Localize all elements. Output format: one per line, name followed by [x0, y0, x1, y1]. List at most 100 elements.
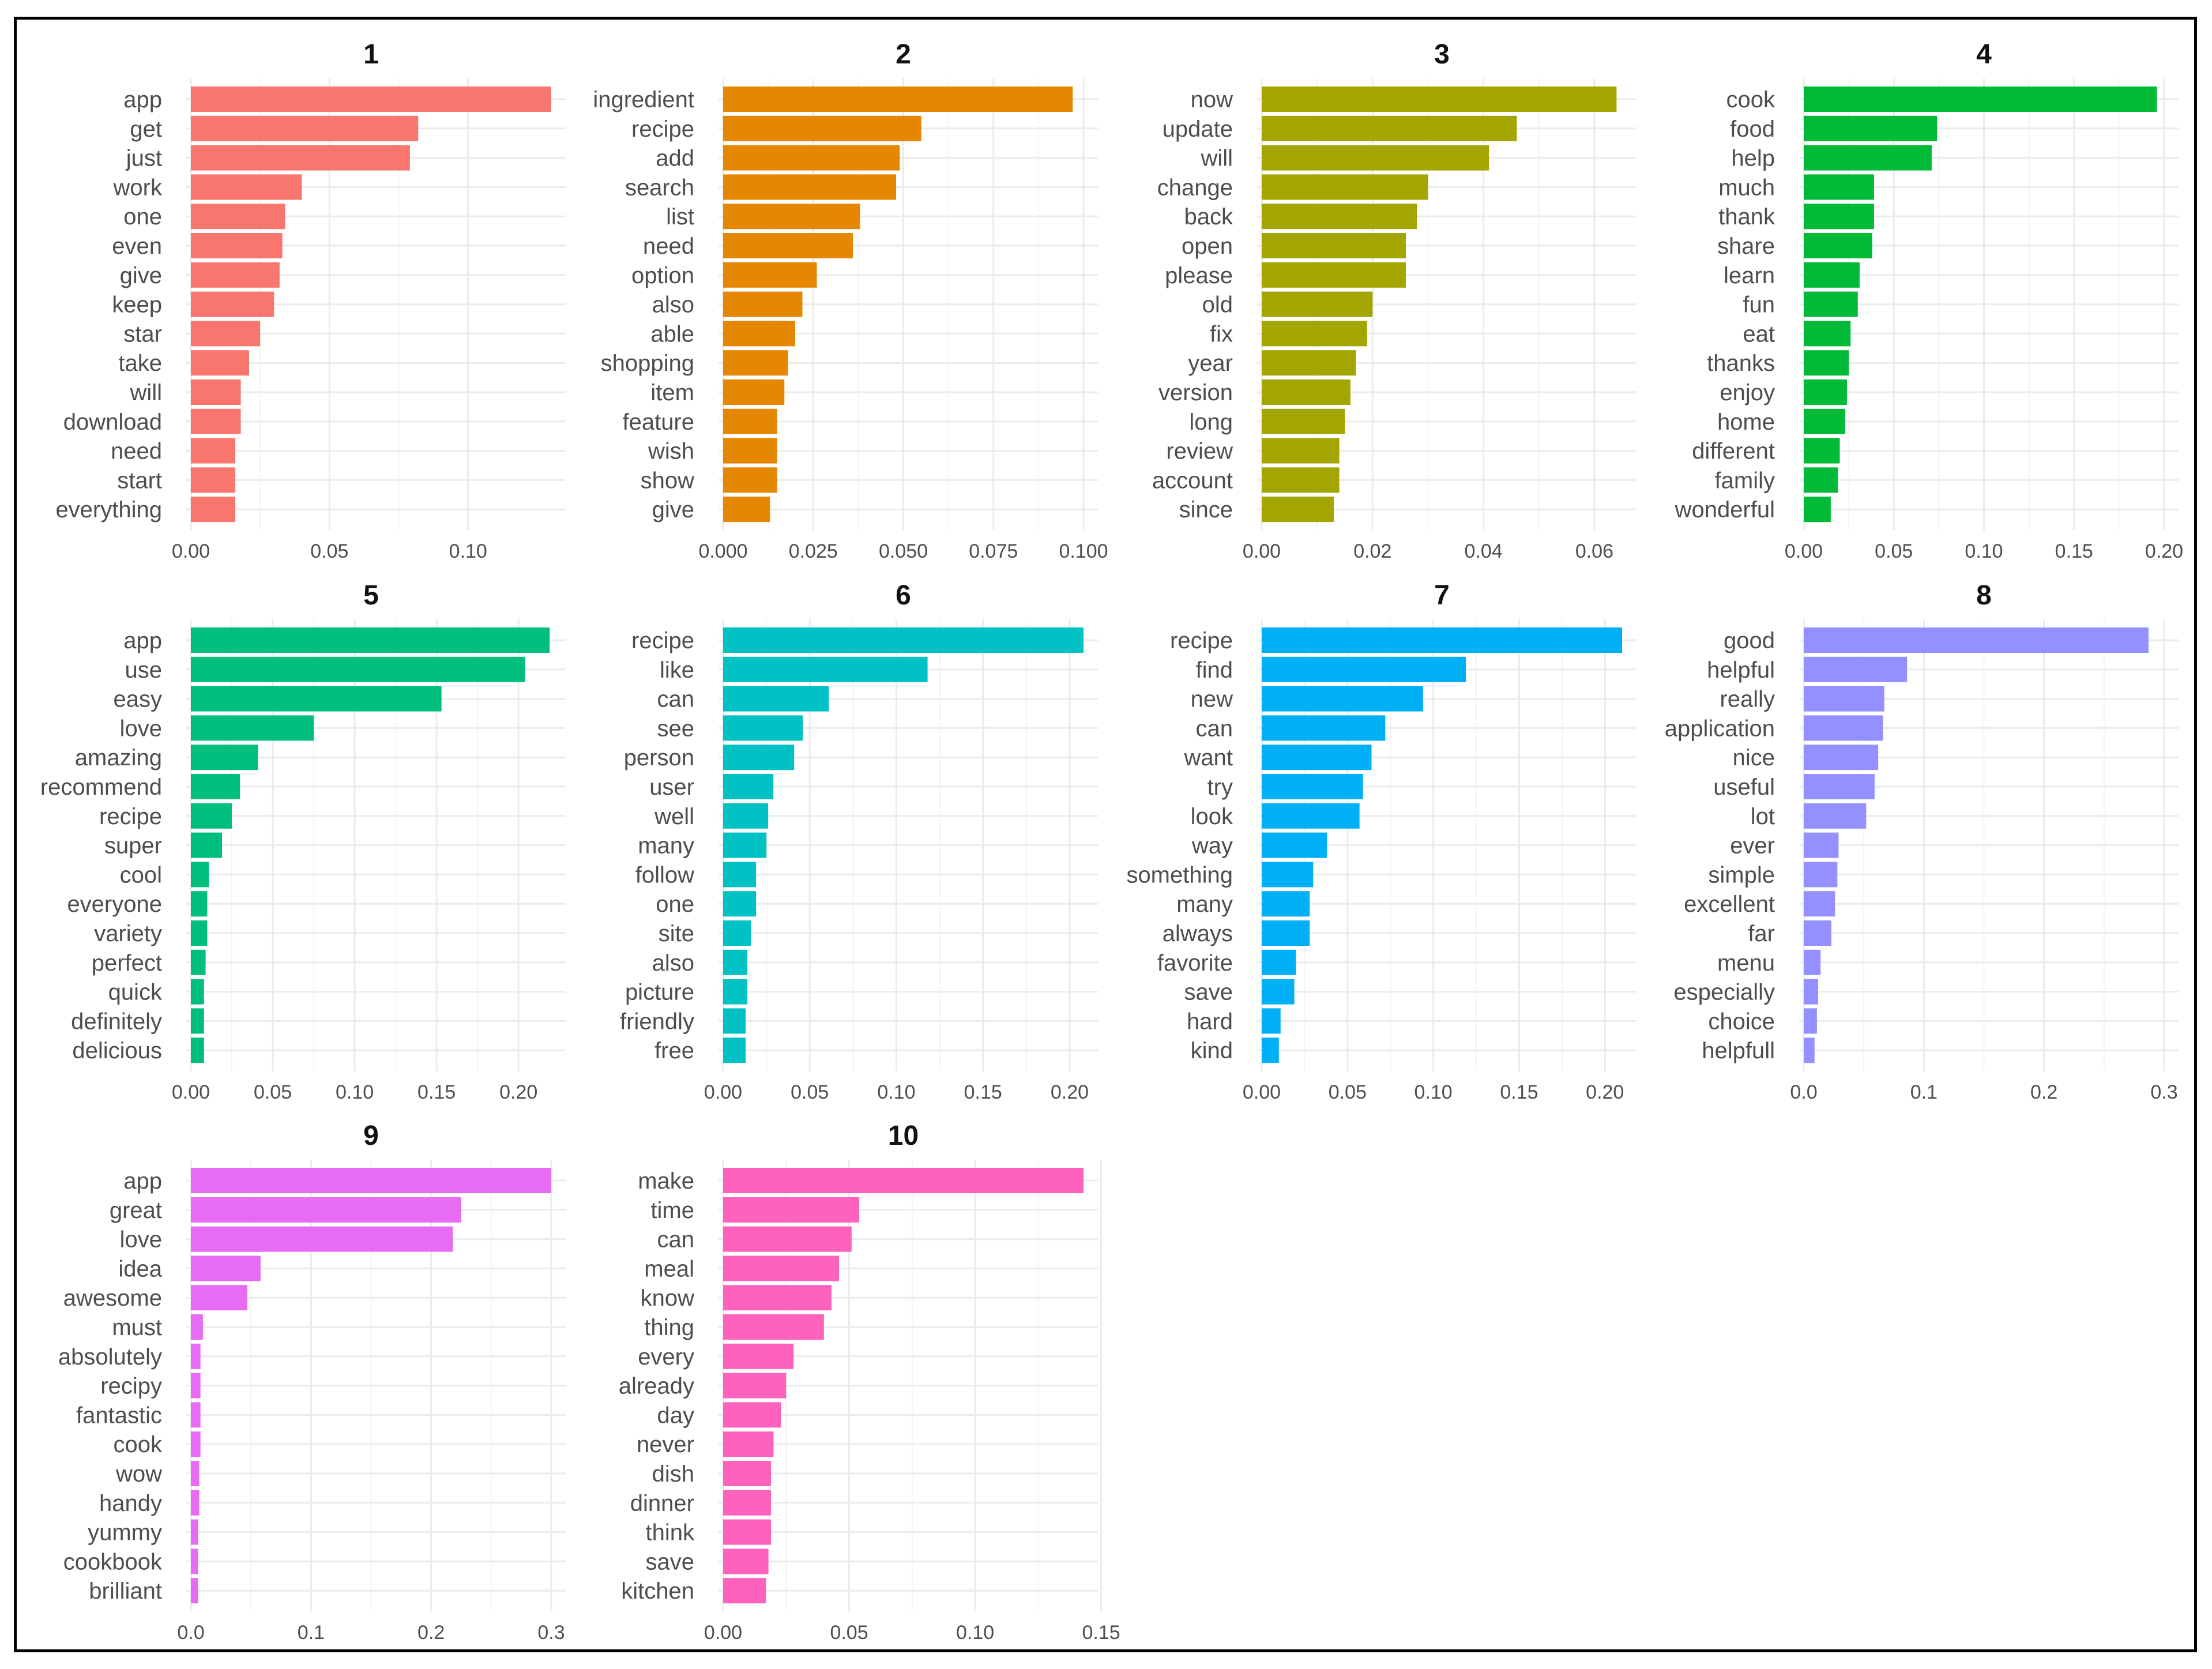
- term-label: absolutely: [58, 1344, 162, 1370]
- bar-recipe: [191, 803, 232, 829]
- term-label: need: [643, 234, 694, 259]
- term-label: like: [660, 657, 694, 683]
- x-tick-label: 0.05: [254, 1081, 292, 1103]
- bar-every: [723, 1343, 794, 1369]
- panel-title: 4: [1976, 39, 1992, 70]
- x-tick-label: 0.075: [969, 540, 1018, 562]
- bar-fantastic: [191, 1402, 201, 1428]
- term-label: many: [1176, 892, 1233, 917]
- term-label: simple: [1708, 862, 1775, 888]
- term-label: download: [63, 409, 162, 435]
- facet-panel-1: 1 app get just work one even give keep star take wi…: [55, 39, 566, 562]
- term-label: able: [650, 321, 694, 347]
- x-tick-label: 0.05: [1875, 540, 1913, 562]
- x-tick-label: 0.1: [1910, 1081, 1938, 1103]
- term-label: kitchen: [621, 1578, 694, 1604]
- x-tick-label: 0.15: [417, 1081, 456, 1103]
- bar-search: [723, 174, 896, 200]
- term-label: recipe: [99, 804, 162, 829]
- term-label: well: [654, 804, 694, 829]
- term-label: item: [650, 380, 694, 405]
- term-label: need: [111, 439, 162, 464]
- term-label: many: [638, 833, 694, 859]
- bar-free: [723, 1038, 746, 1063]
- term-label: must: [112, 1315, 162, 1340]
- bar-absolutely: [191, 1343, 201, 1369]
- term-label: also: [652, 950, 694, 976]
- term-label: recipe: [1170, 628, 1233, 653]
- term-label: save: [646, 1549, 695, 1574]
- x-tick-label: 0.15: [1082, 1622, 1120, 1644]
- bar-excellent: [1804, 891, 1835, 917]
- bar-look: [1262, 803, 1360, 829]
- x-tick-label: 0.10: [449, 540, 487, 562]
- term-label: long: [1189, 409, 1233, 435]
- bar-keep: [191, 291, 274, 317]
- term-label: yummy: [88, 1520, 162, 1546]
- bar-change: [1262, 174, 1428, 200]
- bar-eat: [1804, 321, 1851, 347]
- term-label: recipe: [631, 116, 694, 142]
- bar-thing: [723, 1314, 824, 1340]
- x-tick-label: 0.05: [1329, 1081, 1367, 1103]
- term-label: fantastic: [76, 1403, 162, 1428]
- panel-title: 5: [363, 580, 379, 611]
- facet-panel-6: 6 recipe like can see person user well many follo…: [620, 580, 1098, 1103]
- bar-dish: [723, 1461, 772, 1486]
- bar-super: [191, 832, 222, 858]
- term-label: kind: [1191, 1038, 1233, 1063]
- bar-recipe: [723, 627, 1084, 653]
- term-label: version: [1158, 380, 1233, 405]
- term-label: user: [649, 775, 694, 800]
- term-label: especially: [1673, 980, 1775, 1005]
- term-label: family: [1715, 468, 1775, 493]
- bar-cook: [1804, 87, 2157, 112]
- term-label: give: [652, 497, 694, 522]
- term-label: day: [657, 1403, 695, 1428]
- term-label: one: [656, 892, 694, 917]
- bar-different: [1804, 438, 1840, 464]
- bar-menu: [1804, 949, 1821, 975]
- bar-cook: [191, 1431, 201, 1457]
- x-tick-label: 0.20: [1586, 1081, 1624, 1103]
- bar-handy: [191, 1490, 200, 1516]
- term-label: can: [657, 1227, 695, 1253]
- term-label: look: [1191, 804, 1233, 829]
- bar-save: [1262, 979, 1295, 1005]
- x-tick-label: 0.05: [830, 1622, 868, 1644]
- x-tick-label: 0.000: [698, 540, 747, 562]
- bar-will: [191, 379, 241, 405]
- term-label: fix: [1210, 321, 1233, 347]
- x-tick-label: 0.15: [1500, 1081, 1538, 1103]
- bar-many: [1262, 891, 1310, 917]
- term-label: wonderful: [1675, 497, 1775, 522]
- bar-time: [723, 1197, 860, 1223]
- term-label: home: [1717, 409, 1775, 435]
- term-label: cool: [120, 862, 162, 888]
- term-label: awesome: [63, 1285, 162, 1311]
- term-label: love: [120, 1227, 162, 1253]
- bar-already: [723, 1373, 787, 1399]
- term-label: cook: [1726, 87, 1775, 112]
- bar-work: [191, 174, 302, 200]
- term-label: search: [625, 175, 694, 200]
- bar-favorite: [1262, 949, 1296, 975]
- term-label: also: [652, 292, 694, 318]
- term-label: idea: [118, 1256, 162, 1281]
- bar-fix: [1262, 321, 1367, 347]
- bar-home: [1804, 408, 1845, 434]
- term-label: please: [1165, 263, 1233, 288]
- term-label: save: [1184, 980, 1233, 1005]
- term-label: thank: [1718, 204, 1775, 230]
- bar-choice: [1804, 1008, 1817, 1034]
- x-tick-label: 0.00: [1243, 1081, 1281, 1103]
- term-label: way: [1191, 833, 1233, 859]
- bar-thanks: [1804, 350, 1849, 376]
- term-label: perfect: [92, 950, 162, 976]
- term-label: good: [1724, 628, 1775, 653]
- term-label: something: [1126, 862, 1233, 888]
- term-label: helpfull: [1702, 1038, 1775, 1063]
- term-label: fun: [1743, 292, 1775, 318]
- term-label: cook: [114, 1432, 163, 1457]
- bar-food: [1804, 115, 1938, 141]
